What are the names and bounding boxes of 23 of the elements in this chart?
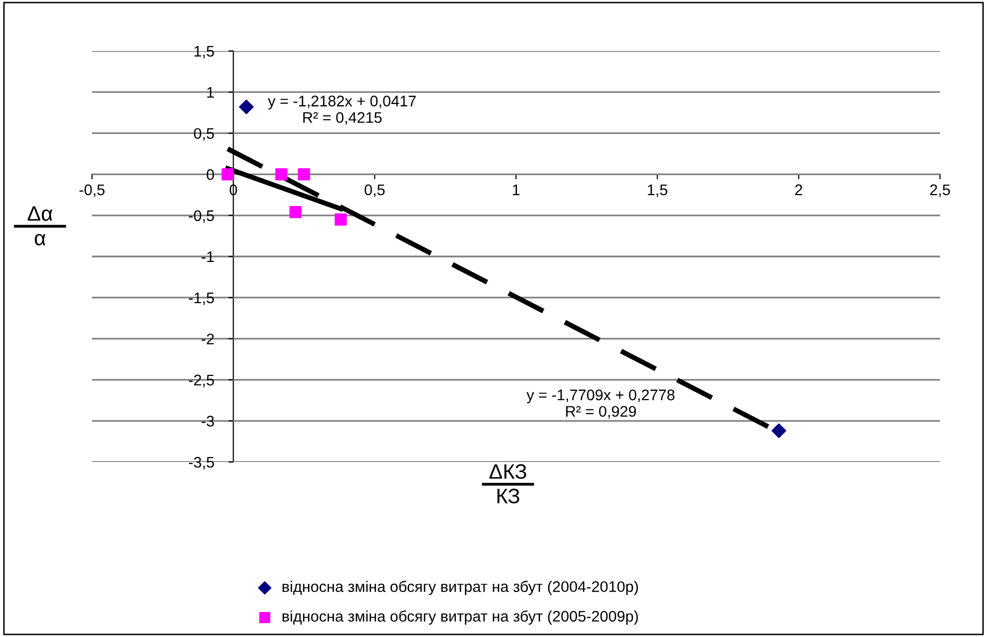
x-axis-title: ΔКЗ КЗ <box>489 464 526 504</box>
annotation: y = -1,7709x + 0,2778 R² = 0,929 <box>526 390 674 419</box>
y-tick-label: -0,5 <box>188 210 214 223</box>
y-tick-label: 1,5 <box>194 46 214 58</box>
x-tick-label: -0,5 <box>80 184 105 198</box>
x-tick-label: 0,5 <box>364 184 385 198</box>
legend-label: відносна зміна обсягу витрат на збут (2004-2010р) <box>282 580 638 596</box>
x-tick-label: 1 <box>512 184 520 196</box>
y-tick-label: -1 <box>202 252 214 262</box>
x-tick-label: 2,5 <box>930 184 950 198</box>
y-tick-label: -1,5 <box>188 292 214 306</box>
x-tick-label: 2 <box>795 184 802 196</box>
x-tick-label: 1,5 <box>648 184 668 198</box>
y-tick-label: -3,5 <box>188 456 214 470</box>
y-axis-title: Δα α <box>28 206 52 246</box>
y-tick-label: 0,5 <box>194 128 214 141</box>
y-tick-label: -3 <box>202 416 214 427</box>
y-tick-label: 0 <box>206 169 214 180</box>
y-tick-label: -2,5 <box>188 374 214 388</box>
annotation: y = -1,2182x + 0,0417 R² = 0,4215 <box>268 96 416 125</box>
legend-label: відносна зміна обсягу витрат на збут (2005-2009р) <box>282 610 638 625</box>
y-tick-label: 1 <box>207 87 214 98</box>
y-tick-label: -2 <box>202 334 214 344</box>
